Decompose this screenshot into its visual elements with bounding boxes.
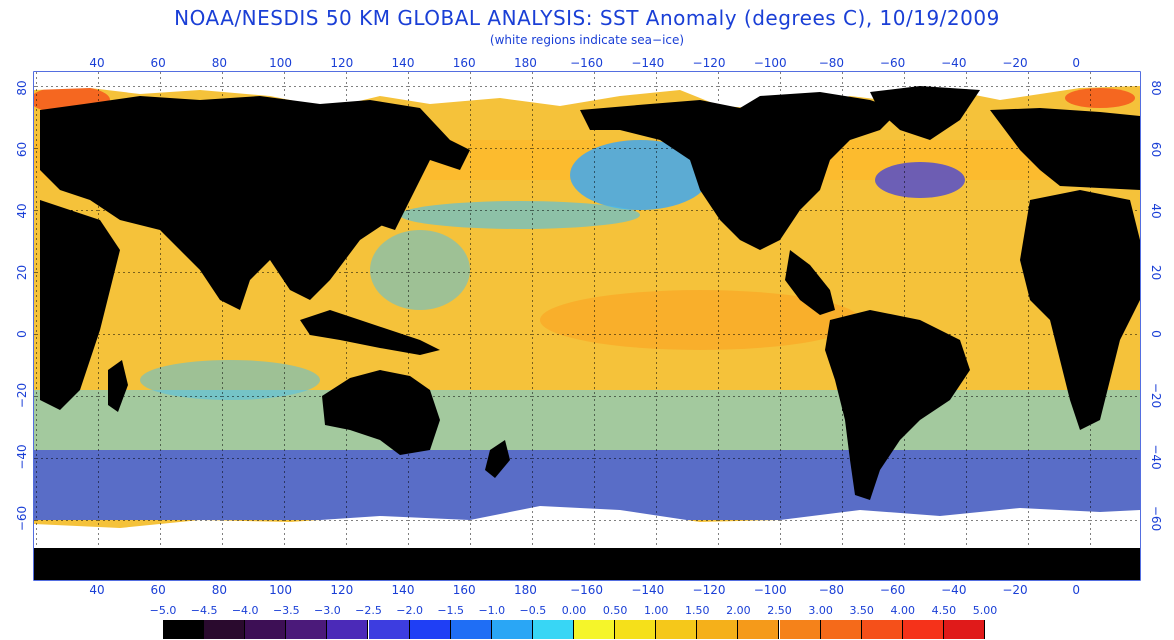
longitude-label-bottom: −140 bbox=[631, 583, 664, 597]
latitude-label-right: −40 bbox=[1149, 444, 1163, 469]
longitude-label-top: −80 bbox=[819, 56, 844, 70]
latitude-label-right: 0 bbox=[1149, 330, 1163, 338]
map-body bbox=[34, 72, 1140, 580]
map-subtitle: (white regions indicate sea−ice) bbox=[489, 33, 685, 47]
longitude-label-bottom: 80 bbox=[212, 583, 227, 597]
latitude-label-left: −60 bbox=[15, 506, 29, 531]
latitude-label-right: 80 bbox=[1149, 80, 1163, 95]
longitude-label-top: −20 bbox=[1002, 56, 1027, 70]
longitude-label-bottom: −60 bbox=[880, 583, 905, 597]
latitude-label-right: −20 bbox=[1149, 383, 1163, 408]
longitude-label-top: 40 bbox=[89, 56, 104, 70]
longitude-label-bottom: −160 bbox=[570, 583, 603, 597]
longitude-label-bottom: 0 bbox=[1072, 583, 1080, 597]
latitude-label-left: −40 bbox=[15, 444, 29, 469]
longitude-label-bottom: −80 bbox=[819, 583, 844, 597]
longitude-label-bottom: 100 bbox=[269, 583, 292, 597]
longitude-label-bottom: −40 bbox=[941, 583, 966, 597]
longitude-label-top: −120 bbox=[693, 56, 726, 70]
longitude-label-top: 100 bbox=[269, 56, 292, 70]
longitude-label-top: 60 bbox=[151, 56, 166, 70]
latitude-label-right: 60 bbox=[1149, 142, 1163, 157]
latitude-label-right: −60 bbox=[1149, 506, 1163, 531]
latitude-label-left: 0 bbox=[15, 330, 29, 338]
map-graticule bbox=[34, 72, 1140, 580]
longitude-label-bottom: 160 bbox=[453, 583, 476, 597]
longitude-label-top: −40 bbox=[941, 56, 966, 70]
longitude-label-top: 160 bbox=[453, 56, 476, 70]
longitude-label-bottom: 60 bbox=[151, 583, 166, 597]
latitude-label-left: 60 bbox=[15, 142, 29, 157]
longitude-label-bottom: 120 bbox=[330, 583, 353, 597]
longitude-label-top: −160 bbox=[570, 56, 603, 70]
latitude-label-left: 80 bbox=[15, 80, 29, 95]
longitude-label-top: 140 bbox=[392, 56, 415, 70]
latitude-label-left: −20 bbox=[15, 383, 29, 408]
latitude-labels-right: 80 60 40 20 0 −20 −40 −60 bbox=[1149, 80, 1163, 531]
latitude-label-right: 20 bbox=[1149, 265, 1163, 280]
longitude-label-top: 180 bbox=[514, 56, 537, 70]
longitude-label-bottom: −20 bbox=[1002, 583, 1027, 597]
longitude-labels-top: 40 60 80 100 120 140 160 180 −160 −140 −120 −100 −80… bbox=[89, 56, 1080, 70]
latitude-label-left: 40 bbox=[15, 203, 29, 218]
longitude-label-top: −140 bbox=[631, 56, 664, 70]
longitude-label-top: 80 bbox=[212, 56, 227, 70]
longitude-label-bottom: 140 bbox=[392, 583, 415, 597]
longitude-labels-bottom: 40 60 80 100 120 140 160 180 −160 −140 −120 −100 −80… bbox=[89, 583, 1080, 597]
longitude-label-bottom: −100 bbox=[754, 583, 787, 597]
latitude-labels-left: 80 60 40 20 0 −20 −40 −60 bbox=[15, 80, 29, 531]
longitude-label-bottom: 180 bbox=[514, 583, 537, 597]
latitude-label-left: 20 bbox=[15, 265, 29, 280]
longitude-label-bottom: 40 bbox=[89, 583, 104, 597]
longitude-label-top: −100 bbox=[754, 56, 787, 70]
longitude-label-top: 0 bbox=[1072, 56, 1080, 70]
longitude-label-bottom: −120 bbox=[693, 583, 726, 597]
latitude-label-right: 40 bbox=[1149, 203, 1163, 218]
longitude-label-top: 120 bbox=[330, 56, 353, 70]
map-title: NOAA/NESDIS 50 KM GLOBAL ANALYSIS: SST A… bbox=[174, 6, 1000, 30]
longitude-label-top: −60 bbox=[880, 56, 905, 70]
